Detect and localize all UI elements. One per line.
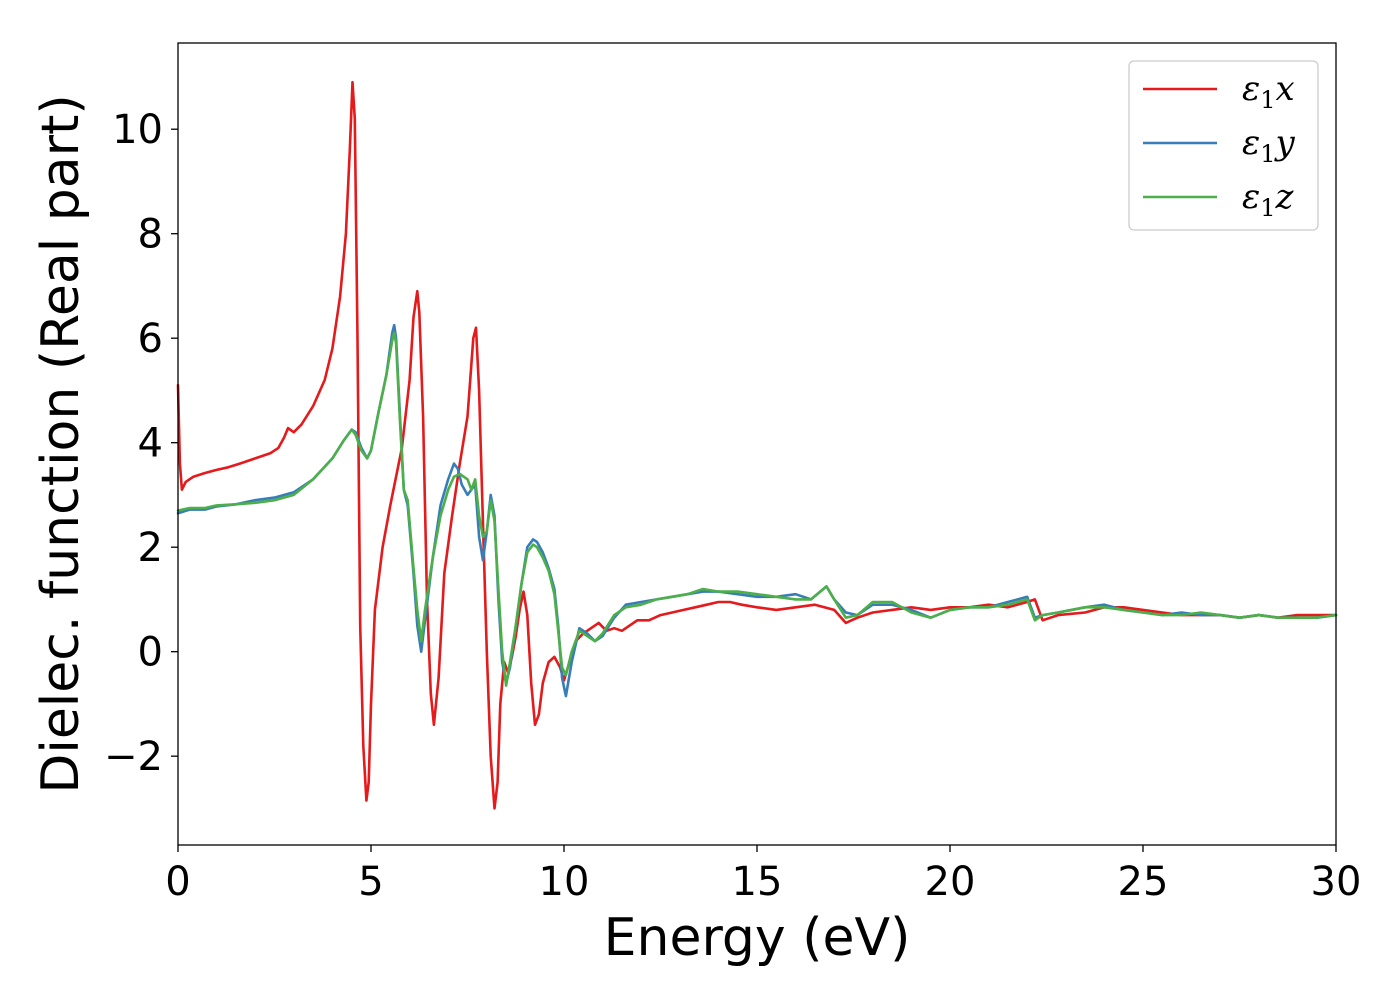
y-tick-label: 0 bbox=[138, 630, 163, 676]
legend-label-y: ε1y bbox=[1242, 123, 1296, 168]
y-tick-label: −2 bbox=[104, 734, 163, 780]
plot-lines bbox=[176, 80, 1338, 810]
x-tick-label: 5 bbox=[358, 859, 383, 905]
y-tick-label: 10 bbox=[112, 107, 163, 153]
legend: ε1x ε1y ε1z bbox=[1128, 60, 1319, 231]
x-tick-label: 25 bbox=[1118, 859, 1169, 905]
x-tick-label: 15 bbox=[732, 859, 783, 905]
y-tick-label: 8 bbox=[138, 212, 163, 258]
x-tick-label: 10 bbox=[539, 859, 590, 905]
x-tick-label: 20 bbox=[925, 859, 976, 905]
y-axis-label: Dielec. function (Real part) bbox=[31, 94, 91, 793]
x-tick-label: 30 bbox=[1311, 859, 1362, 905]
legend-label-x: ε1x bbox=[1242, 69, 1295, 114]
x-axis-label: Energy (eV) bbox=[604, 908, 911, 968]
y-tick-label: 4 bbox=[138, 421, 163, 467]
legend-label-z: ε1z bbox=[1242, 177, 1295, 222]
y-tick-label: 2 bbox=[138, 525, 163, 571]
y-axis: −2 0 2 4 6 8 10 bbox=[104, 107, 178, 780]
x-axis: 0 5 10 15 20 25 30 bbox=[165, 845, 1361, 905]
series-line-z bbox=[176, 331, 1338, 687]
legend-box bbox=[1128, 60, 1319, 231]
x-tick-label: 0 bbox=[165, 859, 190, 905]
y-tick-label: 6 bbox=[138, 316, 163, 362]
